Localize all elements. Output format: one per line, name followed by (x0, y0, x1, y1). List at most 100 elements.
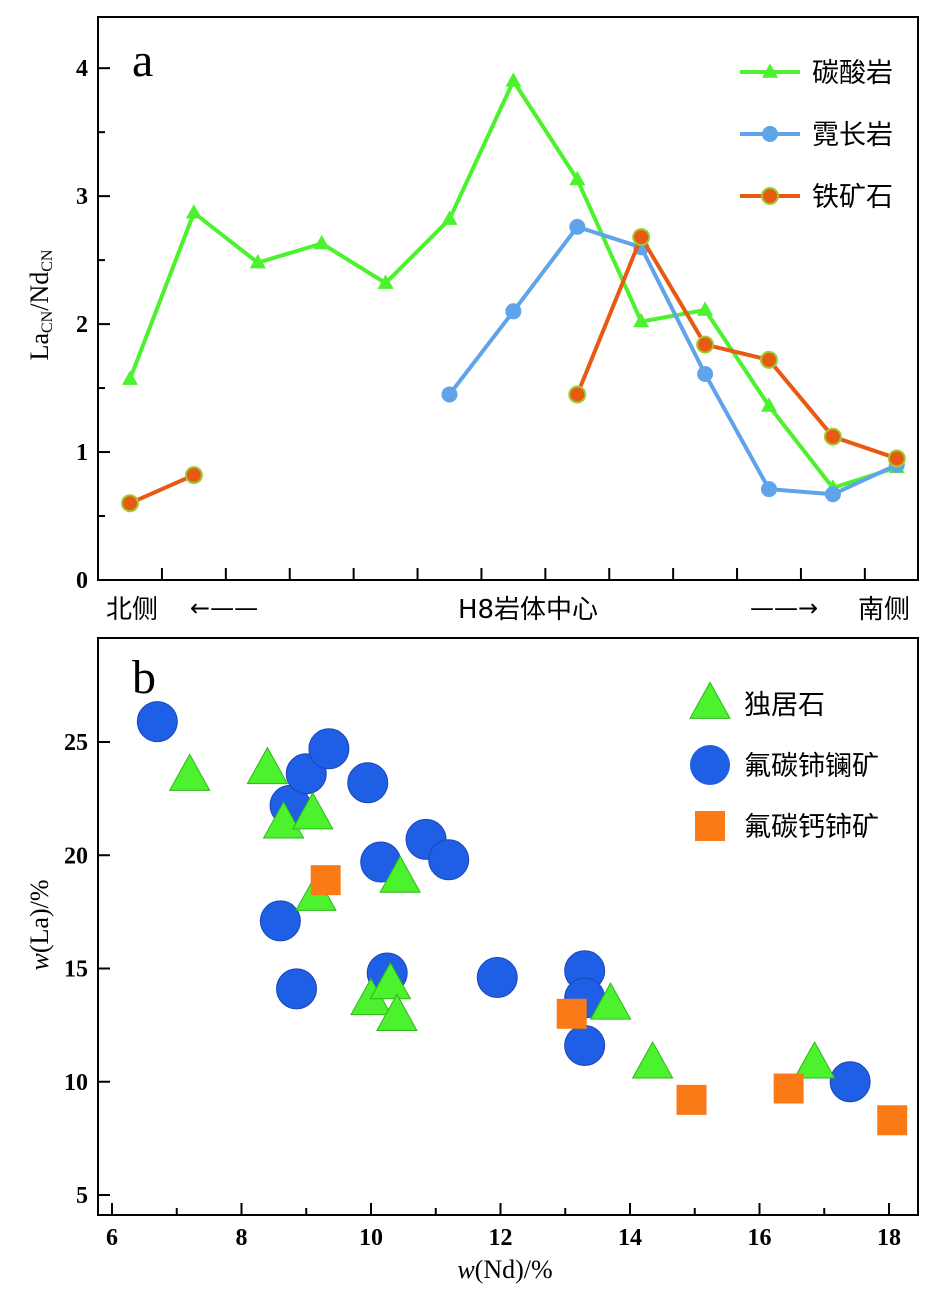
data-point (633, 312, 650, 328)
data-point (441, 386, 458, 403)
data-point (441, 210, 458, 225)
series-line (129, 473, 195, 506)
bottom-arrow-right: ——→ (750, 594, 818, 622)
scatter-point (376, 993, 418, 1031)
panel-b-ylabel-rest: (La)/% (25, 880, 54, 954)
bottom-label-south: 南侧 (858, 595, 910, 625)
b-y-tick-label: 15 (64, 957, 88, 983)
scatter-point (829, 1061, 871, 1103)
data-point (121, 494, 139, 513)
b-y-tick-label: 20 (64, 843, 88, 869)
b-y-tick-label: 25 (64, 730, 88, 756)
data-point (122, 370, 138, 385)
data-point (377, 274, 394, 289)
data-point (887, 449, 906, 468)
panel-a-frame (97, 16, 919, 581)
legend-marker (690, 745, 730, 785)
data-point (761, 397, 777, 412)
panel-a-letter: a (132, 34, 153, 87)
panel-b-letter: b (132, 651, 156, 704)
panel-b-ylabel-w: w (25, 952, 54, 970)
panel-a-x-ticks (160, 568, 866, 580)
data-point (697, 301, 714, 316)
panel-b-xlabel-w: w (457, 1255, 475, 1284)
series-0 (122, 72, 905, 494)
legend-marker (762, 126, 778, 142)
scatter-point (310, 865, 341, 896)
panel-a-ylabel-mid: /Nd (25, 272, 54, 311)
scatter-point (631, 1041, 674, 1079)
scatter-point (168, 753, 211, 791)
scatter-series-2 (310, 865, 908, 1136)
panel-b-x-axis-title: w(Nd)/% (457, 1255, 552, 1284)
panel-b-frame (97, 637, 919, 1216)
legend-label: 氟碳钙铈矿 (744, 812, 879, 843)
scatter-point (476, 957, 518, 999)
b-x-tick-label: 6 (106, 1225, 118, 1251)
data-point (760, 350, 778, 369)
panel-a-ylabel-main: La (25, 333, 54, 361)
scatter-point (773, 1073, 804, 1104)
data-point (505, 72, 522, 87)
series-line (128, 78, 898, 490)
b-x-tick-label: 10 (359, 1225, 383, 1251)
scatter-point (276, 968, 318, 1010)
scatter-point (291, 791, 334, 830)
scatter-point (793, 1041, 836, 1079)
series-line (447, 224, 898, 497)
scatter-point (347, 762, 389, 804)
scatter-point (676, 1084, 707, 1115)
scatter-point (564, 1025, 606, 1067)
bottom-label-north: 北侧 (106, 595, 158, 625)
panel-b-xlabel-rest: (Nd)/% (475, 1255, 553, 1284)
data-point (761, 481, 777, 498)
panel-b-y-axis-title: w(La)/% (25, 880, 54, 971)
scatter-point (308, 728, 350, 770)
data-point (823, 427, 842, 446)
data-point (569, 170, 586, 186)
scatter-point (556, 998, 587, 1029)
scatter-point (877, 1105, 908, 1136)
b-x-tick-label: 16 (748, 1225, 772, 1251)
a-y-tick-label: 4 (76, 56, 88, 82)
a-y-tick-label: 0 (76, 568, 88, 594)
b-x-tick-label: 18 (877, 1225, 901, 1251)
data-point (184, 466, 203, 485)
legend-label: 霓长岩 (812, 120, 893, 151)
a-y-tick-label: 1 (76, 440, 88, 466)
legend-marker (695, 811, 725, 841)
b-y-tick-label: 10 (64, 1070, 88, 1096)
b-y-tick-label: 5 (76, 1183, 88, 1209)
legend-label: 碳酸岩 (812, 58, 893, 89)
legend-label: 独居石 (744, 690, 825, 721)
series-line (575, 235, 898, 461)
data-point (696, 335, 715, 354)
data-point (249, 254, 266, 269)
scatter-point (589, 982, 632, 1020)
panel-a-ylabel-sub1: CN (39, 310, 56, 333)
panel-b-y-ticks: 5 10 15 20 25 (64, 730, 110, 1209)
panel-a-y-ticks: 0 1 2 3 4 (76, 56, 110, 594)
scatter-point (136, 701, 178, 743)
data-point (505, 303, 522, 320)
legend-marker (762, 63, 778, 78)
b-x-tick-label: 14 (618, 1225, 642, 1251)
scatter-series-0 (168, 746, 836, 1079)
scatter-point (379, 855, 421, 893)
series-1 (441, 218, 905, 503)
legend-marker (761, 187, 779, 205)
scatter-point (369, 961, 412, 1000)
b-x-tick-label: 12 (489, 1225, 513, 1251)
data-point (697, 365, 714, 382)
legend-label: 铁矿石 (812, 182, 893, 213)
bottom-arrow-left: ←—— (190, 594, 258, 622)
legend-label: 氟碳铈镧矿 (744, 751, 879, 782)
a-y-tick-label: 3 (76, 184, 88, 210)
data-point (569, 218, 586, 235)
data-point (824, 486, 841, 503)
scatter-point (246, 746, 289, 785)
